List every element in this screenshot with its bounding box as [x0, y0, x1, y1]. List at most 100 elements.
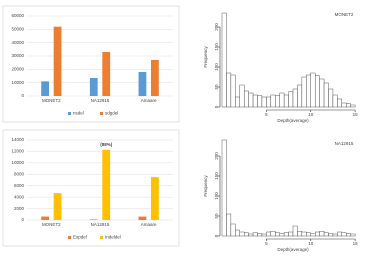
y-tick-label: 100 — [214, 63, 219, 71]
histogram-bar — [328, 88, 334, 108]
y-tick-label: 4000 — [14, 194, 25, 199]
y-tick-label: 50 — [214, 84, 219, 90]
histogram-bar — [341, 232, 347, 237]
histogram-bar — [314, 75, 320, 108]
y-tick-label: 200 — [214, 152, 219, 160]
bar — [102, 149, 111, 220]
legend-label: nsdel — [73, 111, 84, 116]
legend-swatch — [68, 112, 71, 115]
x-tick-label: 15 — [353, 241, 359, 246]
y-tick-label: 10000 — [11, 80, 24, 85]
histogram-bar — [310, 233, 316, 237]
chart-title: NA12915 — [335, 141, 354, 146]
histogram-bar — [252, 232, 258, 237]
histogram-bar — [297, 84, 303, 108]
y-tick-label: 0 — [214, 105, 219, 108]
histogram-bar — [337, 231, 343, 237]
chart-frame — [2, 5, 180, 123]
x-tick-label: NA12915 — [91, 98, 110, 103]
y-tick-label: 14000 — [11, 137, 24, 142]
histogram-bar — [266, 231, 272, 237]
histogram-bar — [235, 229, 240, 237]
bar — [151, 60, 159, 96]
histogram-bar — [266, 96, 272, 108]
histogram-bar — [306, 232, 311, 237]
y-tick-label: 50000 — [11, 27, 24, 32]
histogram-bar — [275, 95, 280, 108]
bar — [89, 78, 98, 96]
x-tick-label: Amaare — [141, 222, 157, 227]
y-axis-label: Frequency — [203, 175, 208, 197]
x-tick-label: 10 — [308, 112, 314, 117]
histogram-bar — [319, 78, 325, 108]
histogram-bar — [221, 139, 227, 237]
y-tick-label: 30000 — [11, 53, 24, 58]
x-tick-label: Amaare — [141, 98, 157, 103]
histogram-bar — [235, 96, 240, 108]
histogram-bar — [261, 233, 267, 237]
histogram-bar — [288, 91, 294, 108]
histogram-bar — [292, 88, 298, 108]
y-tick-label: 100 — [214, 192, 219, 200]
x-tick-label: 15 — [353, 112, 359, 117]
y-tick-label: 8000 — [14, 171, 25, 176]
histogram-bar — [288, 231, 294, 237]
histogram-bar — [350, 104, 356, 108]
histogram-bar — [257, 233, 263, 237]
histogram-bar — [283, 94, 289, 108]
bar — [151, 177, 159, 220]
histogram-bar — [261, 96, 267, 108]
y-tick-label: 10000 — [11, 160, 24, 165]
y-tick-label: 200 — [214, 23, 219, 31]
histogram-bar — [319, 230, 325, 237]
histogram-bar — [257, 95, 263, 108]
histogram-bar — [306, 74, 311, 108]
histogram-bar — [239, 231, 245, 237]
y-tick-label: 0 — [21, 93, 24, 98]
y-tick-label: 150 — [214, 43, 219, 51]
x-tick-label: 5 — [265, 241, 268, 246]
histogram-bar — [332, 94, 338, 108]
histogram-bar — [310, 72, 316, 108]
y-tick-label: 12000 — [11, 149, 24, 154]
histogram-bar — [243, 90, 249, 108]
y-tick-label: 150 — [214, 172, 219, 180]
bar — [41, 216, 49, 220]
y-axis-label: Frequency — [203, 46, 208, 68]
chart-frame — [2, 129, 180, 247]
histogram-bar — [252, 94, 258, 108]
histogram-bar — [230, 74, 236, 108]
histogram-bar — [323, 232, 329, 237]
histogram-bar — [341, 102, 347, 108]
annotation: (88%) — [100, 142, 113, 147]
histogram-bar — [270, 230, 276, 237]
x-tick-label: 5 — [265, 112, 268, 117]
y-tick-label: 6000 — [14, 183, 25, 188]
legend-swatch — [68, 236, 71, 239]
histogram-bar — [323, 82, 329, 108]
y-tick-label: 20000 — [11, 67, 24, 72]
x-tick-label: MONET2 — [42, 222, 61, 227]
x-tick-label: 10 — [308, 241, 314, 246]
bar — [89, 219, 98, 220]
y-tick-label: 40000 — [11, 40, 24, 45]
histogram-bar — [248, 92, 254, 108]
histogram-bar — [248, 233, 254, 237]
histogram-bar — [275, 232, 280, 237]
histogram-bar — [346, 103, 351, 108]
histogram-bar — [279, 233, 285, 237]
bar — [138, 216, 147, 220]
histogram-bar — [292, 225, 298, 237]
legend-label: Indeldel — [105, 235, 121, 240]
histogram-bar — [301, 231, 307, 237]
x-axis-label: Depth(average) — [277, 247, 309, 252]
histogram-bar — [314, 231, 320, 237]
chart-title: MONET2 — [335, 12, 354, 17]
y-tick-label: 0 — [21, 217, 24, 222]
histogram-bar — [332, 233, 338, 237]
bar — [53, 26, 62, 97]
legend-label: Expdel — [73, 235, 87, 240]
histogram-bar — [279, 92, 285, 108]
legend-swatch — [100, 112, 103, 115]
